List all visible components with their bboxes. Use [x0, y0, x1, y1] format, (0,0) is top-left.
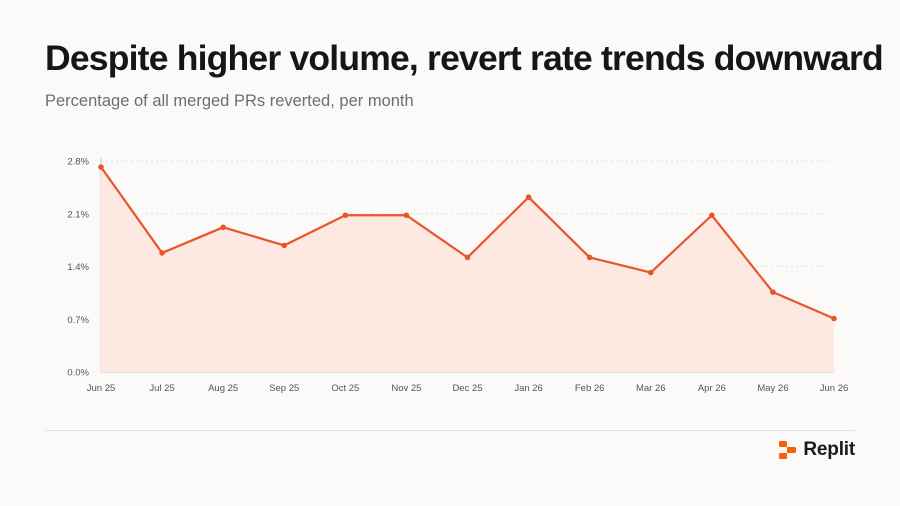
x-tick-label: Sep 25 [269, 383, 299, 394]
chart-title: Despite higher volume, revert rate trend… [45, 38, 884, 78]
data-point [831, 315, 837, 322]
brand-logo: Replit [779, 439, 855, 461]
footer-divider [45, 430, 855, 431]
y-tick-label: 2.8% [67, 157, 89, 168]
data-point [159, 250, 165, 256]
chart-subtitle: Percentage of all merged PRs reverted, p… [45, 92, 414, 110]
x-tick-label: Jun 26 [820, 383, 849, 394]
data-point [709, 212, 715, 219]
x-tick-label: Jun 25 [87, 383, 116, 394]
y-tick-label: 0.0% [67, 368, 89, 379]
replit-logo-icon [779, 441, 797, 459]
revert-rate-chart: 0.0% 0.7% 1.4% 2.1% 2.8% Jun 25 Jul 25 Aug 25 Se… [67, 157, 849, 395]
x-tick-label: Jul 25 [149, 383, 174, 394]
data-point [464, 254, 471, 261]
data-point [220, 224, 226, 231]
y-tick-label: 2.1% [67, 209, 89, 220]
x-tick-label: May 26 [757, 383, 788, 394]
data-point [647, 269, 654, 276]
data-point [770, 289, 776, 295]
data-point [525, 194, 532, 200]
data-point [281, 242, 288, 249]
x-tick-label: Feb 26 [575, 383, 605, 394]
data-point [403, 212, 410, 219]
series-area [101, 167, 834, 372]
x-tick-label: Oct 25 [331, 383, 359, 394]
x-tick-label: Mar 26 [636, 383, 666, 394]
x-tick-label: Dec 25 [452, 383, 482, 394]
brand-name: Replit [803, 439, 855, 460]
data-point [98, 164, 104, 170]
x-tick-label: Nov 25 [391, 383, 421, 394]
y-tick-label: 0.7% [67, 315, 89, 326]
y-tick-label: 1.4% [67, 262, 89, 273]
data-point [586, 254, 593, 261]
x-tick-label: Jan 26 [514, 383, 543, 394]
x-tick-label: Aug 25 [208, 383, 238, 394]
x-tick-label: Apr 26 [698, 383, 726, 394]
data-point [342, 212, 349, 219]
